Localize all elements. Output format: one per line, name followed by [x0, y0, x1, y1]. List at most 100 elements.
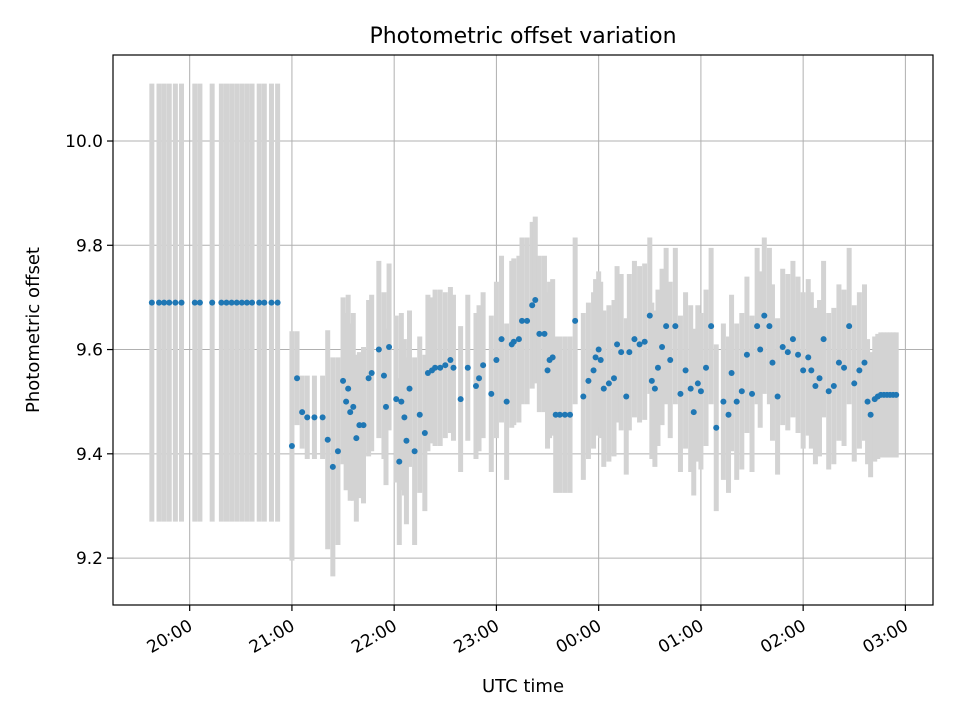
data-point: [268, 299, 275, 306]
data-point: [340, 377, 347, 384]
data-point: [396, 458, 403, 465]
data-point: [432, 364, 439, 371]
data-point: [648, 377, 655, 384]
data-point: [172, 299, 179, 306]
data-point: [480, 362, 487, 369]
data-point: [421, 429, 428, 436]
data-point: [769, 359, 776, 366]
data-point: [795, 351, 802, 358]
y-tick-label: 9.6: [76, 341, 103, 361]
data-point: [249, 299, 256, 306]
chart-title: Photometric offset variation: [369, 24, 676, 49]
y-tick-label: 9.2: [76, 549, 103, 569]
data-point: [238, 299, 245, 306]
data-point: [631, 336, 638, 343]
data-point: [178, 299, 185, 306]
data-point: [299, 409, 306, 416]
data-point: [368, 370, 375, 377]
data-point: [820, 336, 827, 343]
data-point: [687, 385, 694, 392]
data-point: [304, 414, 311, 421]
y-axis-label: Photometric offset: [23, 247, 44, 413]
data-point: [218, 299, 225, 306]
y-tick-label: 9.8: [76, 236, 103, 256]
data-point: [319, 414, 326, 421]
data-point: [893, 391, 900, 398]
data-point: [605, 380, 612, 387]
data-point: [386, 343, 393, 350]
data-point: [861, 359, 868, 366]
data-point: [856, 367, 863, 374]
data-point: [324, 436, 331, 443]
data-point: [544, 367, 551, 374]
data-point: [365, 375, 372, 382]
data-point: [493, 356, 500, 363]
data-point: [651, 385, 658, 392]
data-point: [728, 370, 735, 377]
data-point: [209, 299, 216, 306]
data-points: [148, 297, 900, 470]
y-tick-label: 10.0: [65, 132, 103, 152]
data-point: [437, 364, 444, 371]
data-point: [503, 398, 510, 405]
data-point: [524, 317, 531, 324]
data-point: [825, 388, 832, 395]
data-point: [667, 356, 674, 363]
data-point: [288, 442, 295, 449]
data-point: [166, 299, 173, 306]
data-point: [694, 380, 701, 387]
data-point: [600, 385, 607, 392]
data-point: [864, 398, 871, 405]
data-point: [360, 422, 367, 429]
data-point: [156, 299, 163, 306]
data-point: [488, 390, 495, 397]
data-point: [743, 351, 750, 358]
data-point: [442, 362, 449, 369]
data-point: [623, 393, 630, 400]
data-point: [738, 388, 745, 395]
data-point: [800, 367, 807, 374]
data-point: [541, 330, 548, 337]
data-point: [311, 414, 318, 421]
data-point: [223, 299, 230, 306]
data-point: [720, 398, 727, 405]
data-point: [690, 409, 697, 416]
data-point: [518, 317, 525, 324]
data-point: [447, 356, 454, 363]
data-point: [672, 323, 679, 330]
data-point: [708, 323, 715, 330]
data-point: [851, 380, 858, 387]
plot-frame: [112, 54, 934, 606]
data-point: [614, 341, 621, 348]
data-point: [610, 375, 617, 382]
data-point: [498, 336, 505, 343]
data-point: [789, 336, 796, 343]
data-point: [808, 367, 815, 374]
data-point: [161, 299, 168, 306]
data-point: [835, 359, 842, 366]
data-point: [382, 403, 389, 410]
data-point: [812, 383, 819, 390]
data-point: [233, 299, 240, 306]
data-point: [641, 338, 648, 345]
data-point: [618, 349, 625, 356]
data-point: [846, 323, 853, 330]
data-point: [450, 364, 457, 371]
data-point: [590, 367, 597, 374]
data-point: [663, 323, 670, 330]
data-point: [403, 437, 410, 444]
data-point: [350, 403, 357, 410]
data-point: [580, 393, 587, 400]
data-point: [329, 463, 336, 470]
data-point: [682, 367, 689, 374]
data-point: [766, 323, 773, 330]
data-point: [148, 299, 155, 306]
data-point: [754, 323, 761, 330]
y-tick-label: 9.4: [76, 445, 103, 465]
data-point: [393, 396, 400, 403]
data-point: [196, 299, 203, 306]
data-point: [597, 356, 604, 363]
data-point: [626, 349, 633, 356]
data-point: [646, 312, 653, 319]
